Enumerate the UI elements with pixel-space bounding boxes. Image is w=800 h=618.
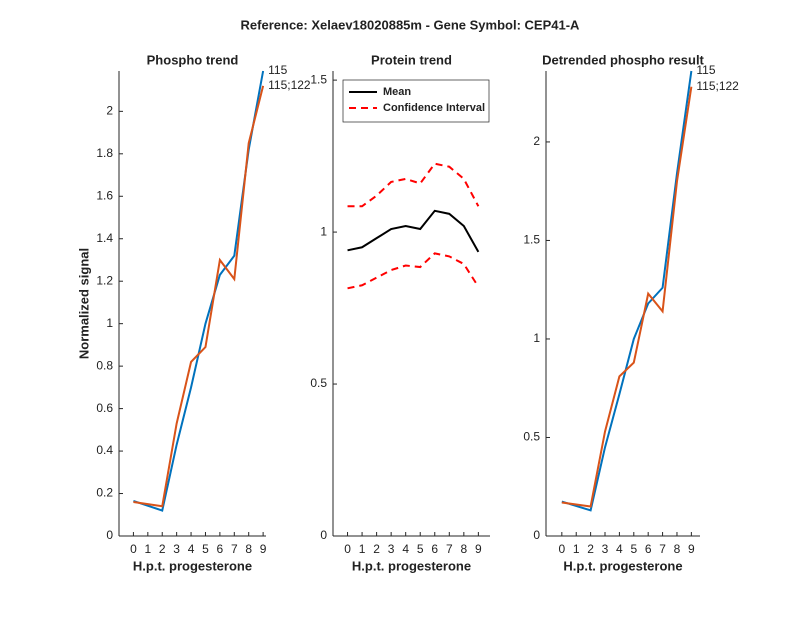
x-tick-label: 7 <box>231 542 238 556</box>
x-tick-label: 5 <box>202 542 209 556</box>
series-line <box>347 209 480 253</box>
y-tick-label: 1.5 <box>310 72 327 86</box>
x-tick-label: 4 <box>188 542 195 556</box>
y-tick-label: 0.5 <box>523 430 540 444</box>
legend-label: Mean <box>383 86 411 98</box>
series-line <box>133 85 265 508</box>
series-line <box>347 162 480 208</box>
legend-box <box>342 79 490 123</box>
x-tick-label: 6 <box>645 542 652 556</box>
x-tick-label: 0 <box>558 542 565 556</box>
x-tick-label: 4 <box>402 542 409 556</box>
x-tick-label: 1 <box>359 542 366 556</box>
y-tick-label: 0.2 <box>96 486 113 500</box>
x-tick-label: 3 <box>602 542 609 556</box>
series-end-label: 115 <box>696 63 715 77</box>
series-end-label: 115 <box>268 63 287 77</box>
x-axis-label: H.p.t. progesterone <box>133 558 252 573</box>
legend-label: Confidence Interval <box>383 102 485 114</box>
axes-title: Protein trend <box>371 52 452 67</box>
series-end-label: 115;122 <box>696 79 739 93</box>
y-tick-label: 1 <box>533 331 540 345</box>
y-tick-label: 2 <box>533 134 540 148</box>
x-axis-label: H.p.t. progesterone <box>352 558 471 573</box>
y-tick-label: 2 <box>106 104 113 118</box>
y-tick-label: 0 <box>106 528 113 542</box>
x-tick-label: 7 <box>659 542 666 556</box>
y-tick-label: 1 <box>320 224 327 238</box>
x-tick-label: 3 <box>388 542 395 556</box>
y-tick-label: 0.4 <box>96 443 113 457</box>
y-tick-label: 1.6 <box>96 188 113 202</box>
series-line <box>561 70 693 512</box>
y-tick-label: 1 <box>106 316 113 330</box>
x-tick-label: 0 <box>130 542 137 556</box>
x-tick-label: 1 <box>573 542 580 556</box>
series-line <box>561 86 693 508</box>
x-tick-label: 2 <box>159 542 166 556</box>
y-tick-label: 1.8 <box>96 146 113 160</box>
x-tick-label: 2 <box>373 542 380 556</box>
x-tick-label: 0 <box>344 542 351 556</box>
y-tick-label: 1.5 <box>523 233 540 247</box>
x-tick-label: 9 <box>475 542 482 556</box>
figure-title: Reference: Xelaev18020885m - Gene Symbol… <box>241 17 581 32</box>
y-tick-label: 1.4 <box>96 231 113 245</box>
x-tick-label: 8 <box>245 542 252 556</box>
x-tick-label: 4 <box>616 542 623 556</box>
x-tick-label: 3 <box>173 542 180 556</box>
x-tick-label: 7 <box>446 542 453 556</box>
x-tick-label: 5 <box>630 542 637 556</box>
y-tick-label: 0.8 <box>96 358 113 372</box>
x-tick-label: 6 <box>431 542 438 556</box>
x-tick-label: 9 <box>260 542 267 556</box>
y-axis-label: Normalized signal <box>76 248 91 359</box>
series-end-label: 115;122 <box>268 78 311 92</box>
y-tick-label: 1.2 <box>96 273 113 287</box>
y-tick-label: 0 <box>533 528 540 542</box>
y-tick-label: 0.6 <box>96 401 113 415</box>
y-tick-label: 0 <box>320 528 327 542</box>
axes-title: Detrended phospho result <box>542 52 704 67</box>
x-tick-label: 2 <box>587 542 594 556</box>
x-axis-label: H.p.t. progesterone <box>563 558 682 573</box>
x-tick-label: 8 <box>460 542 467 556</box>
series-line <box>347 252 480 290</box>
x-tick-label: 8 <box>674 542 681 556</box>
x-tick-label: 9 <box>688 542 695 556</box>
y-tick-label: 0.5 <box>310 376 327 390</box>
x-tick-label: 6 <box>217 542 224 556</box>
axes-title: Phospho trend <box>147 52 239 67</box>
x-tick-label: 5 <box>417 542 424 556</box>
x-tick-label: 1 <box>144 542 151 556</box>
